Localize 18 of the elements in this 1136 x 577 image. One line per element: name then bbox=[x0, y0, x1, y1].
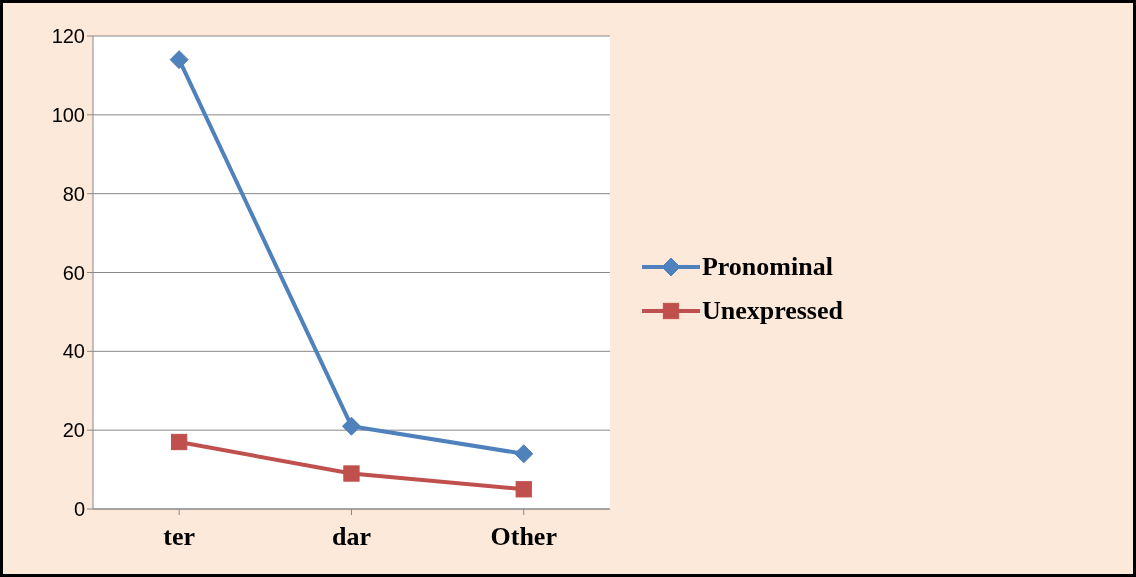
x-tick-label: Other bbox=[490, 522, 557, 552]
point bbox=[343, 465, 360, 482]
y-tick-label: 40 bbox=[62, 340, 85, 363]
y-tick-label: 100 bbox=[51, 103, 85, 126]
point bbox=[171, 433, 188, 451]
point bbox=[169, 50, 189, 70]
point bbox=[341, 416, 361, 436]
legend-label: Unexpressed bbox=[701, 295, 843, 326]
y-tick-label: 20 bbox=[62, 419, 85, 442]
legend-label: Pronominal bbox=[701, 251, 833, 282]
y-tick-label: 0 bbox=[73, 498, 85, 521]
y-tick-label: 120 bbox=[51, 25, 85, 48]
x-tick-label: ter bbox=[163, 522, 196, 552]
y-tick-label: 60 bbox=[62, 261, 85, 284]
y-tick-label: 80 bbox=[62, 182, 85, 205]
point bbox=[514, 444, 534, 464]
point bbox=[515, 481, 532, 498]
x-tick-label: dar bbox=[331, 522, 371, 552]
